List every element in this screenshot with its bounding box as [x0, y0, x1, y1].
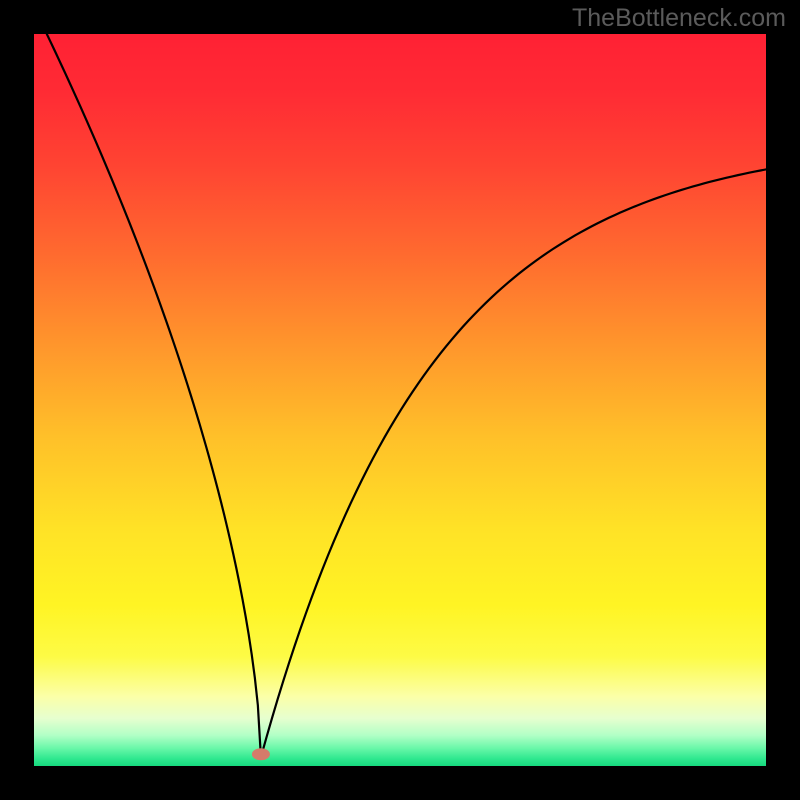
gradient-background: [34, 34, 766, 766]
bottleneck-curve-chart: [34, 34, 766, 766]
minimum-marker: [252, 748, 270, 760]
chart-frame: TheBottleneck.com: [0, 0, 800, 800]
plot-area: [34, 34, 766, 766]
watermark-text: TheBottleneck.com: [572, 4, 786, 33]
